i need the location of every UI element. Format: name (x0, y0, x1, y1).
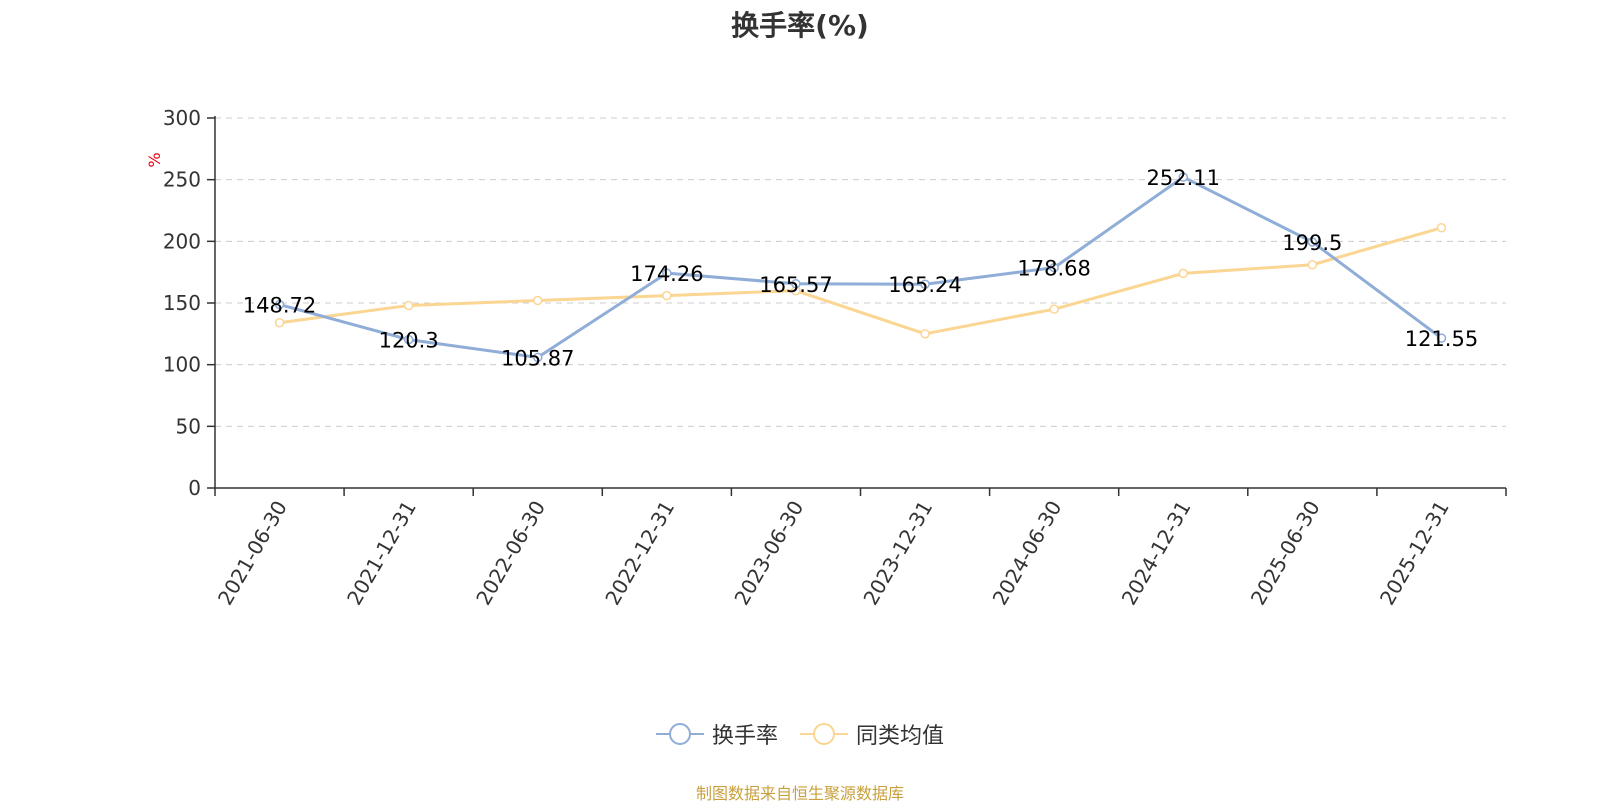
data-label: 174.26 (630, 262, 703, 286)
data-point (1049, 262, 1059, 273)
legend-label: 同类均值 (856, 724, 945, 749)
data-point (920, 279, 930, 289)
data-point (1178, 172, 1188, 182)
data-point (533, 295, 543, 306)
y-tick-label: 100 (163, 353, 201, 377)
data-point (274, 317, 285, 328)
x-tick-label: 2024-12-31 (1117, 497, 1196, 610)
data-point (403, 334, 414, 345)
data-labels: 148.72 120.3 105.87 174.26 165.57 165.24 178.6… (243, 166, 1478, 370)
grid-lines (215, 117, 1506, 427)
x-tick-label: 2021-06-30 (213, 497, 292, 610)
data-source-note: 制图数据来自恒生聚源数据库 (695, 784, 904, 803)
data-label: 252.11 (1147, 166, 1220, 190)
data-point (533, 352, 543, 363)
axes: 0 50 100 150 200 250 300% 2021-06-30 2021-12-31 2… (145, 106, 1507, 610)
data-point (791, 279, 801, 289)
data-label: 121.55 (1405, 327, 1478, 351)
data-label: 178.68 (1017, 257, 1090, 281)
x-tick-label: 2025-06-30 (1246, 497, 1325, 610)
series-points (274, 172, 1447, 363)
data-point (1178, 268, 1188, 279)
y-axis-unit: % (145, 152, 164, 167)
series-line-peer-average (279, 226, 1442, 336)
data-point (1307, 237, 1318, 247)
x-tick-label: 2023-06-30 (729, 497, 808, 610)
y-tick-label: 250 (163, 168, 201, 192)
data-point (403, 300, 414, 311)
series-lines (279, 175, 1443, 359)
data-point (1436, 223, 1447, 233)
data-label: 148.72 (243, 294, 316, 318)
data-point (1307, 260, 1318, 270)
y-tick-label: 200 (163, 229, 201, 253)
legend-item-peer-average[interactable]: 同类均值 (800, 718, 944, 750)
data-label: 165.24 (888, 273, 961, 297)
line-chart: 0 50 100 150 200 250 300% 2021-06-30 2021-12-31 2… (145, 106, 1507, 610)
x-tick-label: 2022-12-31 (600, 497, 679, 610)
y-tick-label: 0 (188, 476, 201, 500)
x-tick-label: 2025-12-31 (1375, 497, 1454, 610)
data-point (920, 329, 930, 339)
legend-label: 换手率 (711, 724, 778, 749)
data-label: 105.87 (501, 346, 574, 370)
data-label: 120.3 (379, 329, 439, 353)
data-point (1049, 304, 1059, 314)
legend-marker-icon (800, 723, 848, 745)
chart-title: 换手率(%) (731, 9, 869, 42)
series-line-turnover (279, 175, 1443, 359)
data-point (662, 268, 672, 278)
x-tick-label: 2021-12-31 (342, 497, 421, 610)
legend-item-turnover[interactable]: 换手率 (655, 718, 778, 750)
x-tick-label: 2023-12-31 (858, 497, 937, 610)
data-point (1436, 333, 1447, 343)
x-tick-label: 2022-06-30 (471, 497, 550, 610)
y-tick-label: 50 (176, 414, 201, 438)
legend: 换手率 同类均值 (0, 718, 1600, 750)
y-tick-label: 300 (163, 106, 201, 130)
data-point (274, 299, 285, 310)
y-tick-label: 150 (163, 291, 201, 315)
data-label: 199.5 (1282, 231, 1342, 255)
legend-marker-icon (655, 723, 704, 745)
data-point (662, 290, 672, 301)
x-tick-label: 2024-06-30 (988, 497, 1067, 610)
data-label: 165.57 (759, 273, 832, 297)
